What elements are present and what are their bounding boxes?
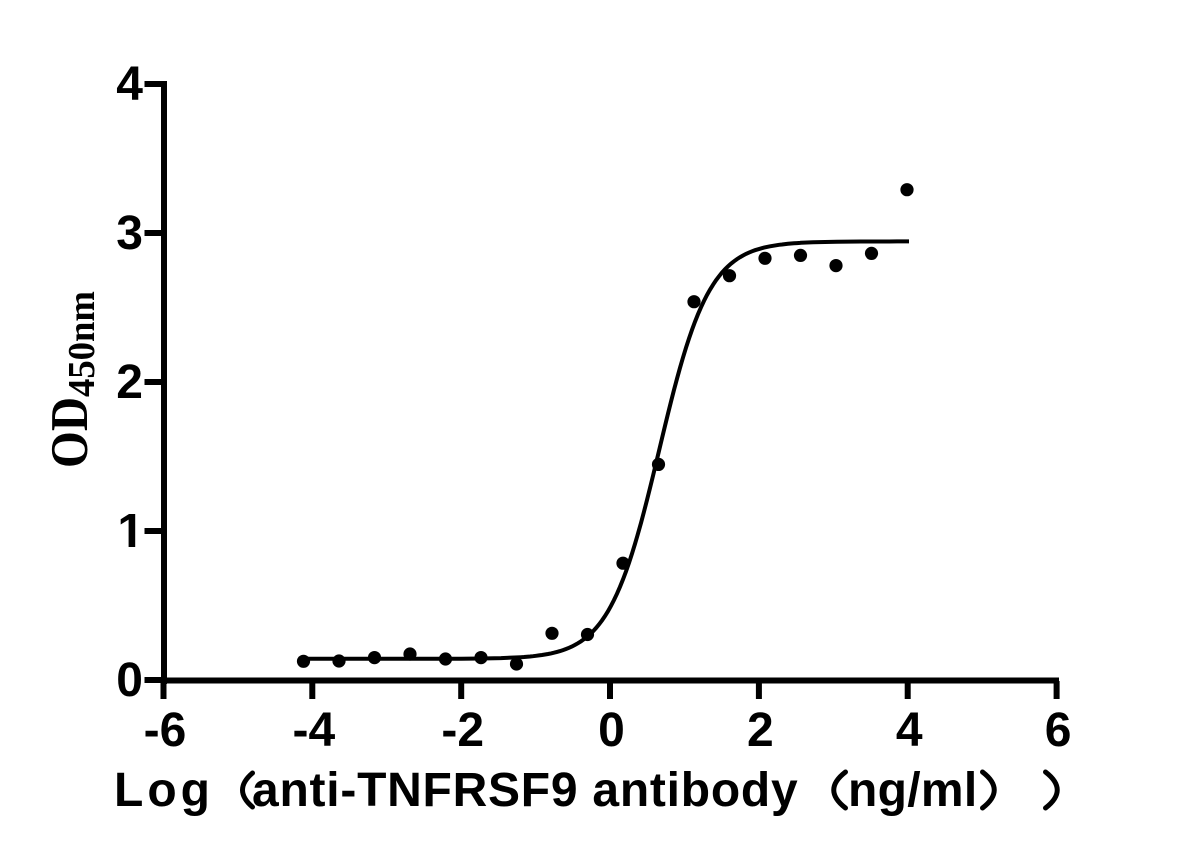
svg-text:0: 0	[116, 654, 143, 707]
svg-text:OD450nm: OD450nm	[41, 291, 103, 468]
svg-text:6: 6	[1045, 704, 1072, 757]
svg-text:4: 4	[116, 58, 143, 111]
svg-text:2: 2	[116, 356, 143, 409]
svg-text:-2: -2	[441, 704, 484, 757]
svg-text:0: 0	[598, 704, 625, 757]
svg-text:-6: -6	[144, 704, 187, 757]
svg-text:4: 4	[896, 704, 923, 757]
svg-text:-4: -4	[292, 704, 335, 757]
svg-text:3: 3	[116, 207, 143, 260]
svg-text:2: 2	[747, 704, 774, 757]
